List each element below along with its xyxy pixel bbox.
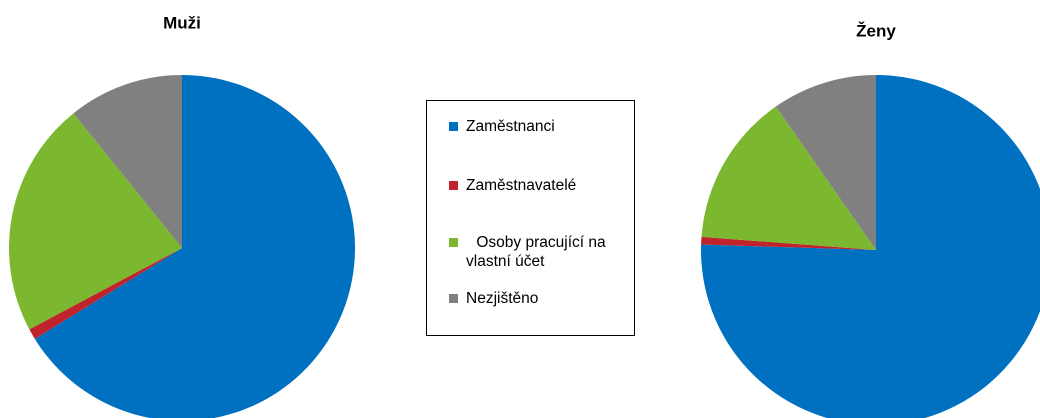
legend-label: Zaměstnanci [466, 118, 555, 135]
pie-slice [73, 75, 182, 248]
legend-swatch [449, 181, 458, 190]
pie-slice [34, 75, 355, 418]
pie-title: Ženy [856, 21, 896, 40]
pie-slice [775, 75, 876, 250]
pie-slice [701, 75, 1040, 418]
legend-label: Nezjištěno [466, 290, 539, 307]
pie-title: Muži [163, 13, 201, 32]
legend-item: Zaměstnavatelé [449, 176, 629, 195]
pie-slice [29, 248, 182, 339]
pie-slice [701, 236, 876, 250]
legend-item: Osoby pracující na vlastní účet [449, 233, 629, 271]
legend-label: Zaměstnavatelé [466, 177, 577, 194]
legend-item: Zaměstnanci [449, 117, 629, 136]
legend-item: Nezjištěno [449, 289, 629, 308]
legend: Zaměstnanci Zaměstnavatelé Osoby pracující… [426, 100, 635, 336]
legend-label: Osoby pracující na vlastní účet [466, 234, 606, 270]
pie-slice [701, 106, 876, 250]
legend-swatch [449, 294, 458, 303]
legend-swatch [449, 238, 458, 247]
legend-swatch [449, 122, 458, 131]
pie-slice [8, 113, 182, 330]
